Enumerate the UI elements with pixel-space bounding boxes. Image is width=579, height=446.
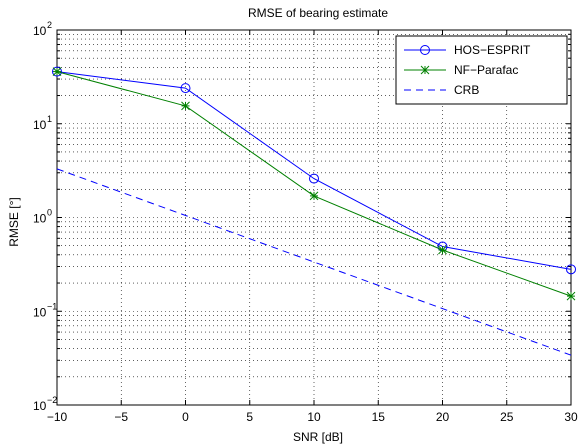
axis-ticks (56, 30, 572, 406)
y-tick-base: 10 (33, 305, 47, 319)
series-line (56, 71, 572, 270)
y-tick-base: 10 (33, 24, 47, 38)
chart-title: RMSE of bearing estimate (248, 6, 388, 20)
y-axis-label: RMSE [°] (7, 197, 21, 246)
x-tick-label: −5 (114, 410, 128, 424)
series-1 (52, 67, 576, 301)
marker-star (438, 245, 447, 255)
marker-star (309, 191, 319, 201)
legend-entry: NF−Parafac (404, 63, 518, 77)
legend-label: HOS−ESPRIT (454, 43, 531, 57)
series-layer (52, 66, 576, 356)
marker-circle (52, 66, 62, 77)
x-tick-label: 5 (246, 410, 253, 424)
legend-entry: HOS−ESPRIT (404, 43, 531, 57)
marker-star (420, 65, 430, 75)
y-tick-exponent: 1 (47, 114, 52, 124)
x-tick-label: −10 (47, 410, 68, 424)
marker-circle (180, 83, 191, 94)
marker-circle (420, 45, 430, 55)
x-tick-label: 10 (307, 410, 321, 424)
marker-circle (566, 264, 576, 275)
marker-star (181, 101, 190, 111)
marker-star (566, 291, 576, 301)
y-tick-base: 10 (33, 118, 47, 132)
x-tick-label: 30 (564, 410, 578, 424)
x-tick-label: 20 (436, 410, 450, 424)
legend-label: NF−Parafac (454, 63, 518, 77)
marker-circle (309, 173, 319, 184)
legend-entry: CRB (404, 83, 479, 97)
x-tick-label: 25 (500, 410, 514, 424)
x-axis-label: SNR [dB] (293, 430, 343, 444)
y-tick-exponent: −2 (47, 395, 57, 405)
x-tick-label: 15 (372, 410, 386, 424)
x-tick-label: 0 (182, 410, 189, 424)
y-tick-base: 10 (33, 212, 47, 226)
y-tick-exponent: 0 (47, 208, 52, 218)
marker-star (52, 67, 62, 76)
y-tick-exponent: 2 (47, 20, 52, 30)
y-tick-base: 10 (33, 399, 47, 413)
legend: HOS−ESPRIT NF−Parafac CRB (395, 35, 568, 105)
legend-label: CRB (454, 83, 479, 97)
y-tick-exponent: −1 (47, 301, 57, 311)
